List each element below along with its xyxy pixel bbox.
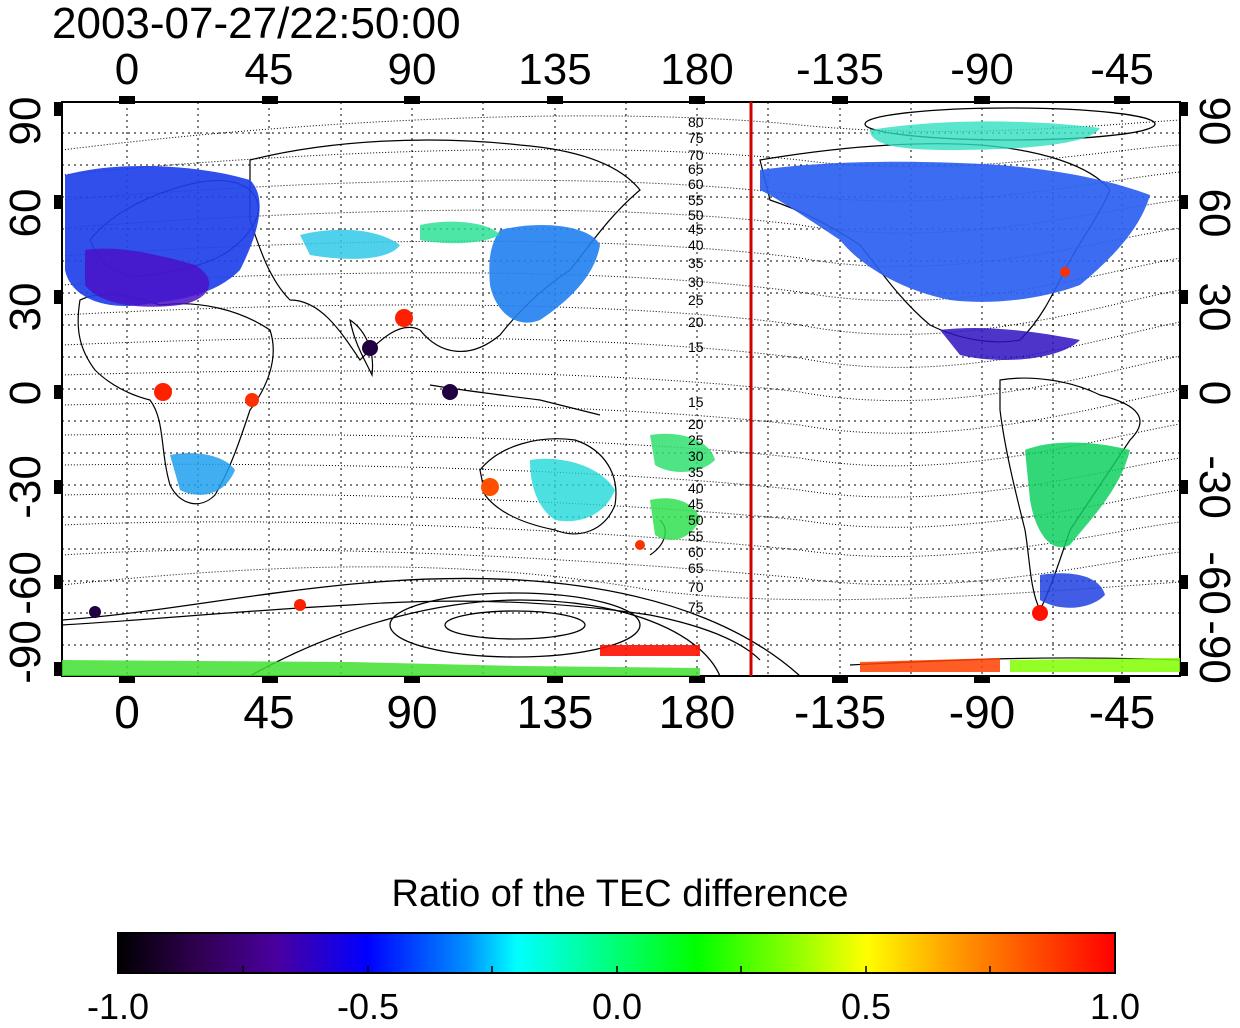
colorbar-label: 1.0 [1089,986,1141,1027]
colorbar-label: 0.5 [840,986,892,1027]
left-lat-tick: -90 [1,620,50,684]
australia-tec-patch [530,458,615,522]
colorbar-label: 0.0 [591,986,643,1027]
colorbar-title: Ratio of the TEC difference [391,873,849,915]
frame-tick-marks [54,96,1188,683]
contour-label: 75 [688,599,704,615]
antarctic-tec-band [860,658,1000,672]
bottom-lon-tick: 180 [658,686,736,738]
bottom-lon-tick: 90 [386,686,438,738]
right-lat-tick: -90 [1190,620,1239,684]
south-contour-labels: 15 20 25 30 35 40 45 50 55 60 65 70 75 [688,394,704,615]
contour-label: 65 [688,560,704,576]
contour-label: 60 [688,176,704,192]
contour-label: 35 [688,464,704,480]
contour-label: 60 [688,544,704,560]
left-lat-tick: 0 [1,381,50,405]
contour-label: 30 [688,274,704,290]
antarctic-tec-band [600,645,700,656]
bottom-lon-tick: 45 [243,686,295,738]
contour-label: 50 [688,207,704,223]
contour-label: 45 [688,496,704,512]
contour-label: 65 [688,161,704,177]
right-lat-tick: 60 [1190,189,1239,238]
bottom-lon-tick: -135 [793,686,887,738]
right-lat-tick: -30 [1190,455,1239,519]
east-asia-tec-patch [489,225,600,323]
top-lon-tick: -135 [795,45,885,94]
contour-label: 15 [688,394,704,410]
pacific-tec-patch [650,433,715,472]
top-lon-tick: 180 [660,45,734,94]
left-lat-tick: 30 [1,283,50,332]
top-lon-tick: -90 [950,45,1014,94]
left-lat-tick: 60 [1,189,50,238]
right-lat-tick: 30 [1190,283,1239,332]
tec-hotspots [89,267,1070,621]
bottom-lon-tick: 0 [114,686,140,738]
bottom-lon-tick: -45 [1088,686,1156,738]
contour-label: 25 [688,292,704,308]
contour-label: 20 [688,314,704,330]
left-lat-tick: -30 [1,455,50,519]
colorbar-label: -1.0 [86,986,150,1027]
contour-label: 40 [688,480,704,496]
right-lat-tick: 90 [1190,97,1239,146]
contour-label: 25 [688,432,704,448]
south-america-tec-patch [1040,573,1105,608]
contour-label: 15 [688,339,704,355]
new-zealand-tec-patch [650,498,700,540]
left-lat-tick: -60 [1,551,50,615]
right-latitude-ticks: 90 60 30 0 -30 -60 -90 [1190,97,1239,684]
antarctic-tec-band [1010,658,1180,672]
magnetic-latitude-contours [62,115,1180,601]
asia-tec-patch [420,221,500,244]
right-lat-tick: 0 [1190,381,1239,405]
southern-africa-tec-patch [170,453,235,495]
contour-label: 40 [688,237,704,253]
contour-label: 70 [688,579,704,595]
asia-tec-patch [300,229,400,259]
contour-label: 75 [688,130,704,146]
tec-ratio-data [62,121,1180,676]
caribbean-tec-patch [940,328,1080,360]
colorbar-ticks [117,966,1116,973]
contour-label: 50 [688,512,704,528]
contour-label: 80 [688,114,704,130]
antarctic-tec-band [62,660,700,676]
top-lon-tick: 0 [114,45,140,94]
contour-label: 45 [688,221,704,237]
india-coastline [349,318,374,378]
contour-label: 30 [688,448,704,464]
australia-coastline [479,438,617,535]
europe-tec-patch [85,248,210,307]
left-latitude-ticks: 90 60 30 0 -30 -60 -90 [1,97,50,684]
contour-label: 20 [688,416,704,432]
contour-label: 70 [688,147,704,163]
bottom-lon-tick: -90 [948,686,1016,738]
north-america-tec-patch [760,161,1150,302]
right-lat-tick: -60 [1190,551,1239,615]
north-contour-labels: 80 75 70 65 60 55 50 45 40 35 30 25 20 1… [688,114,704,355]
top-lon-tick: 45 [244,45,294,94]
top-lon-tick: 90 [387,45,437,94]
top-lon-tick: -45 [1090,45,1154,94]
top-lon-tick: 135 [518,45,592,94]
contour-label: 55 [688,192,704,208]
arctic-tec-patch [870,121,1100,150]
colorbar-label: -0.5 [336,986,400,1027]
contour-label: 55 [688,528,704,544]
bottom-lon-tick: 135 [516,686,594,738]
map-timestamp-title: 2003-07-27/22:50:00 [52,0,461,48]
contour-label: 35 [688,255,704,271]
left-lat-tick: 90 [1,97,50,146]
south-america-tec-patch [1025,442,1130,548]
